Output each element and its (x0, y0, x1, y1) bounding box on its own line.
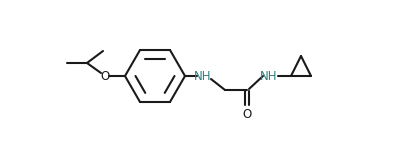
Text: NH: NH (260, 70, 278, 83)
Text: O: O (100, 70, 109, 83)
Text: O: O (242, 109, 251, 122)
Text: NH: NH (194, 70, 212, 83)
